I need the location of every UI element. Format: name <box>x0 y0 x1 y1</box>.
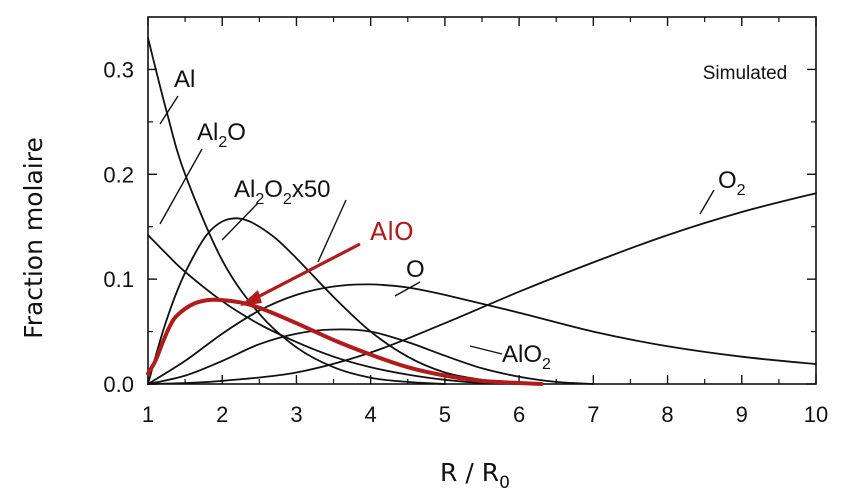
alo-arrow-head <box>240 290 262 306</box>
leader-line <box>394 281 421 297</box>
label-leaders <box>159 95 715 355</box>
series-line-o <box>147 283 817 385</box>
x-axis-label: R / R0 <box>440 458 510 493</box>
x-tick-label: 6 <box>513 402 525 427</box>
leader-line <box>159 95 179 125</box>
leader-line <box>159 148 203 225</box>
series-label-al2o: Al2O <box>197 119 246 151</box>
leader-line <box>699 189 715 215</box>
x-tick-label: 9 <box>736 402 748 427</box>
series-label-o: O <box>406 256 425 283</box>
axis-ticks: 1 2 3 4 5 6 7 8 9 10 0.0 0.1 0.2 0.3 <box>103 17 828 427</box>
x-tick-label: 1 <box>142 402 154 427</box>
series-line-alo2 <box>147 328 595 385</box>
y-tick-label: 0.1 <box>103 267 134 292</box>
series-line-al2o <box>147 234 520 385</box>
y-tick-label: 0.2 <box>103 162 134 187</box>
series-line-al <box>147 37 446 385</box>
simulated-note: Simulated <box>703 63 788 84</box>
series-line-alo <box>146 297 544 386</box>
leader-line <box>221 202 259 241</box>
series-label-al2o2x50: Al2O2x50 <box>234 176 331 208</box>
x-tick-label: 2 <box>216 402 228 427</box>
x-tick-label: 8 <box>661 402 673 427</box>
series-line-al2o2x50 <box>147 217 520 385</box>
series-line-o2 <box>147 192 817 385</box>
series-label-alo: AlO <box>370 217 414 246</box>
leader-line <box>469 345 503 355</box>
x-tick-label: 3 <box>290 402 302 427</box>
x-tick-label: 7 <box>587 402 599 427</box>
leader-line <box>317 199 347 263</box>
y-tick-label: 0.3 <box>103 57 134 82</box>
series-label-al: Al <box>174 66 195 93</box>
y-axis-label: Fraction molaire <box>19 137 48 339</box>
series-label-alo2: AlO2 <box>502 341 551 373</box>
x-tick-label: 10 <box>804 402 828 427</box>
x-tick-label: 4 <box>365 402 377 427</box>
y-tick-label: 0.0 <box>103 372 134 397</box>
series-lines <box>146 37 817 386</box>
series-label-o2: O2 <box>718 167 746 199</box>
alo-arrow-line <box>251 242 361 302</box>
x-tick-label: 5 <box>439 402 451 427</box>
